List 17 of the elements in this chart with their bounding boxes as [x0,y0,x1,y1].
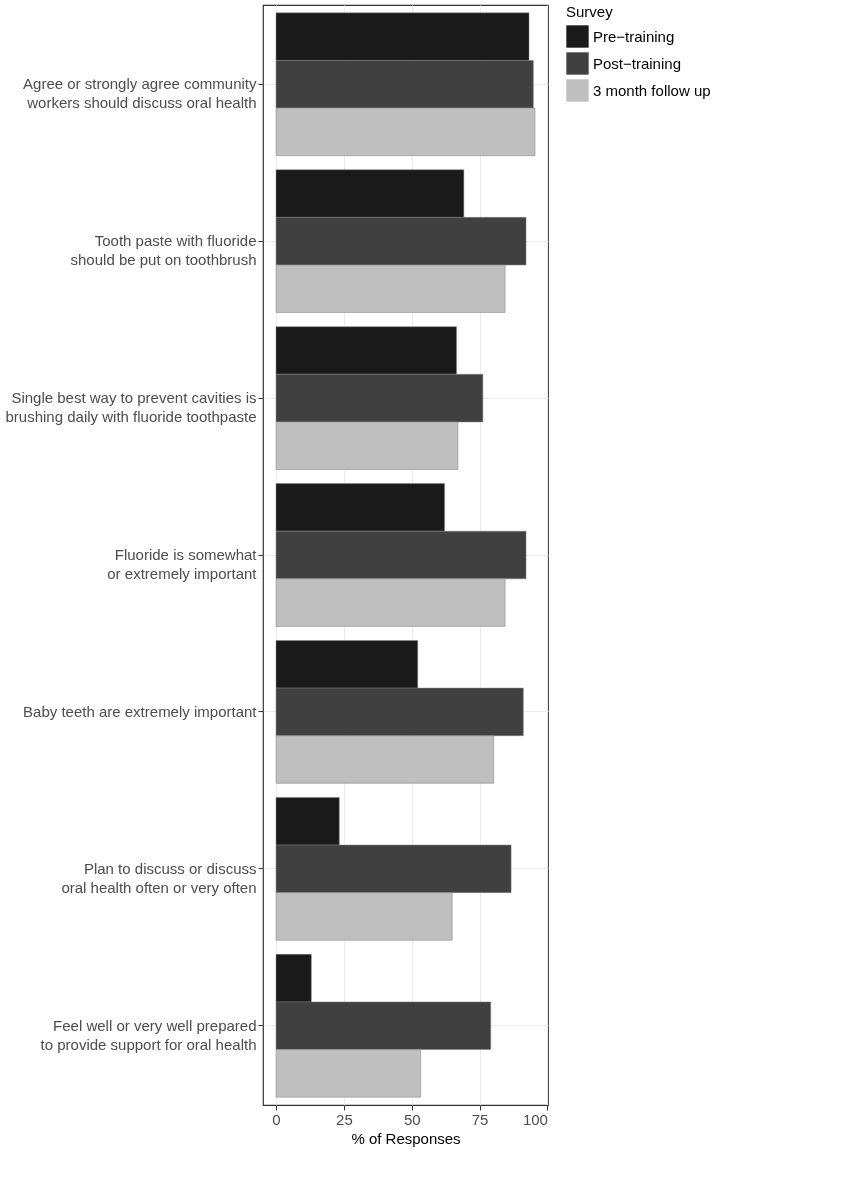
y-tick-label: Plan to discuss or discuss oral health often or very often [61,859,257,896]
x-tick-label: 75 [471,1110,489,1128]
x-tick-label: 100 [522,1110,548,1128]
y-tick-label: Feel well or very well prepared to provide support for oral health [40,1016,257,1053]
x-tick-label: 50 [403,1110,421,1128]
y-tick-label: Single best way to prevent cavities is brushing daily with fluoride toothpaste [5,389,257,426]
legend-label: 3 month follow up [593,81,711,99]
y-tick-label: Agree or strongly agree community workers should discuss oral health [23,75,257,112]
y-tick-label: Tooth paste with fluoride should be put on toothbrush [70,232,257,269]
legend-title: Survey [566,3,614,20]
legend-label: Pre−training [593,27,675,45]
y-tick-label: Baby teeth are extremely important [23,702,258,720]
x-tick-label: 25 [336,1110,353,1128]
y-tick-label: Fluoride is somewhat or extremely important [107,546,258,582]
x-tick-label: 0 [272,1110,281,1128]
x-axis-title: % of Responses [351,1129,461,1147]
legend-label: Post−training [593,54,681,72]
